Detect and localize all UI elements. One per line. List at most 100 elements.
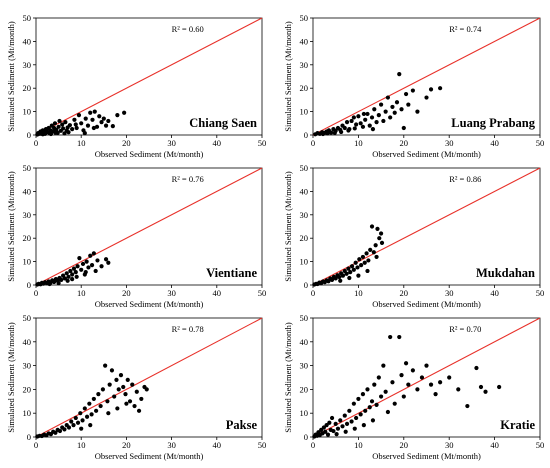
y-axis-label: Simulated Sediment (Mt/month)	[6, 322, 16, 433]
data-point	[360, 392, 366, 397]
data-point	[329, 415, 335, 421]
one-to-one-line	[35, 17, 263, 136]
data-point	[388, 115, 393, 120]
data-point	[60, 122, 65, 127]
data-point	[72, 117, 77, 122]
scatter-panel-6: 0 10 20 30 40 50 0 10 20 30 40 50 R² = 0.70 Kratie Obs…	[283, 313, 544, 461]
data-point	[329, 130, 334, 135]
data-point	[333, 421, 338, 427]
data-point	[365, 387, 370, 392]
data-point	[106, 118, 111, 124]
data-point	[379, 102, 384, 107]
data-point	[374, 402, 379, 407]
one-to-one-line	[312, 17, 541, 136]
x-tick-label: 0	[34, 440, 38, 450]
data-point	[71, 266, 77, 271]
station-name: Kratie	[500, 418, 535, 432]
data-point	[323, 429, 328, 434]
y-tick-label: 30	[300, 361, 309, 371]
y-axis-label: Simulated Sediment (Mt/month)	[283, 171, 293, 282]
y-tick-label: 10	[23, 408, 32, 418]
data-point	[474, 365, 479, 371]
data-point	[344, 120, 350, 125]
y-tick-label: 10	[300, 257, 309, 267]
station-name: Vientiane	[206, 266, 257, 280]
data-point	[333, 276, 338, 281]
data-point	[105, 399, 110, 404]
x-tick-label: 30	[167, 138, 176, 148]
data-point	[67, 123, 72, 128]
data-point	[83, 270, 88, 275]
y-tick-label: 20	[23, 83, 32, 93]
x-axis-label: Observed Sediment (Mt/month)	[372, 451, 481, 461]
data-point	[456, 387, 461, 392]
data-point	[86, 265, 91, 270]
data-point	[53, 430, 58, 435]
data-point	[348, 270, 353, 275]
data-point	[144, 387, 149, 392]
data-point	[136, 408, 142, 413]
x-tick-label: 10	[354, 440, 363, 450]
r2-label: R² = 0.78	[172, 324, 204, 334]
data-point	[383, 109, 388, 114]
x-tick-label: 20	[122, 138, 131, 148]
data-point	[75, 420, 81, 425]
station-name: Chiang Saen	[189, 116, 257, 130]
data-point	[483, 389, 488, 394]
data-point	[338, 418, 343, 423]
data-point	[403, 91, 409, 97]
y-tick-label: 10	[23, 107, 32, 117]
data-point	[465, 403, 470, 409]
data-point	[62, 131, 67, 136]
data-point	[428, 87, 434, 92]
data-point	[356, 114, 361, 119]
data-point	[109, 368, 115, 373]
data-point	[77, 255, 82, 261]
data-point	[66, 274, 71, 279]
data-point	[68, 268, 73, 274]
x-tick-label: 0	[34, 288, 38, 298]
data-point	[401, 125, 406, 131]
data-point	[327, 420, 332, 425]
data-point	[134, 389, 139, 394]
x-tick-label: 20	[122, 440, 131, 450]
one-to-one-line	[35, 317, 263, 438]
y-tick-label: 30	[23, 210, 32, 220]
data-point	[478, 384, 484, 390]
x-axis-label: Observed Sediment (Mt/month)	[95, 451, 204, 461]
data-point	[363, 117, 368, 122]
data-point	[57, 428, 63, 434]
data-point	[364, 251, 369, 256]
data-point	[374, 254, 379, 260]
plot-frame	[312, 317, 541, 438]
data-point	[415, 387, 420, 392]
data-point	[355, 265, 360, 270]
data-point	[96, 392, 101, 397]
data-point	[383, 389, 388, 394]
y-tick-label: 30	[300, 60, 309, 70]
x-tick-label: 20	[122, 288, 131, 298]
scatter-panel-1: 0 10 20 30 40 50 0 10 20 30 40 50 R² = 0.60 Chiang Sa…	[6, 13, 266, 159]
data-point	[99, 264, 104, 269]
data-point	[124, 401, 129, 406]
data-point	[324, 423, 329, 428]
data-point	[70, 272, 75, 277]
data-point	[347, 408, 352, 413]
data-point	[91, 251, 96, 256]
x-tick-label: 20	[400, 138, 409, 148]
data-point	[394, 100, 400, 105]
data-point	[349, 264, 355, 269]
x-tick-label: 10	[354, 288, 363, 298]
data-point	[367, 405, 372, 410]
data-point	[346, 128, 351, 133]
data-point	[390, 104, 395, 110]
data-point	[61, 126, 66, 131]
data-point	[406, 102, 411, 107]
x-tick-label: 30	[445, 288, 454, 298]
data-point	[369, 399, 375, 404]
x-tick-label: 50	[258, 138, 267, 148]
one-to-one-line	[312, 317, 541, 438]
data-point	[344, 421, 350, 427]
data-point	[44, 128, 49, 133]
